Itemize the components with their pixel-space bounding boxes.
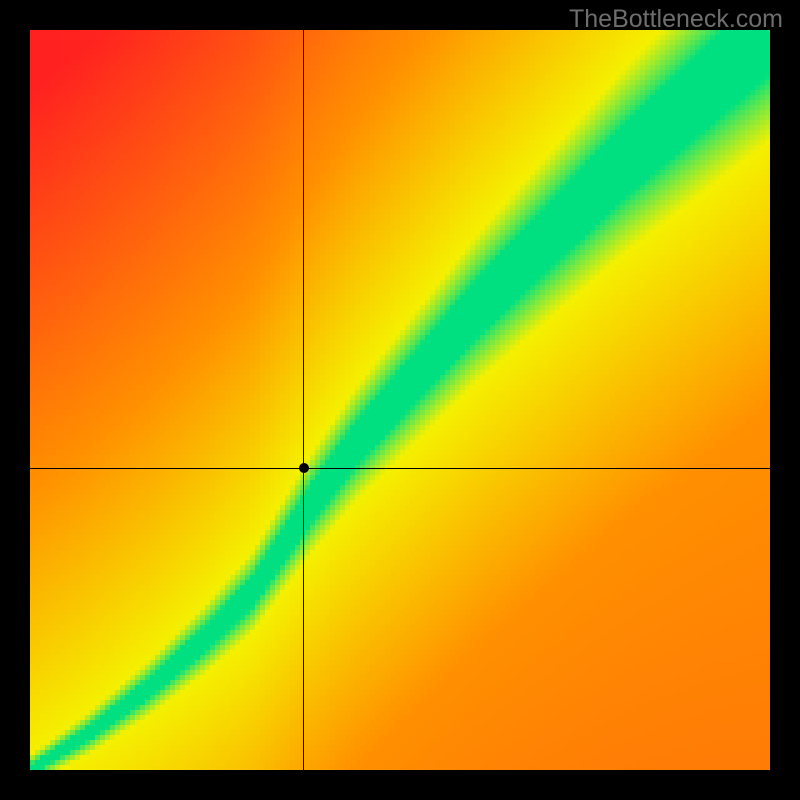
attribution-text: TheBottleneck.com xyxy=(569,5,783,34)
bottleneck-heatmap xyxy=(30,30,770,770)
selection-marker xyxy=(299,463,309,473)
crosshair-horizontal xyxy=(30,468,770,469)
crosshair-vertical xyxy=(303,30,304,770)
chart-container: { "attribution": { "text": "TheBottlenec… xyxy=(0,0,800,800)
